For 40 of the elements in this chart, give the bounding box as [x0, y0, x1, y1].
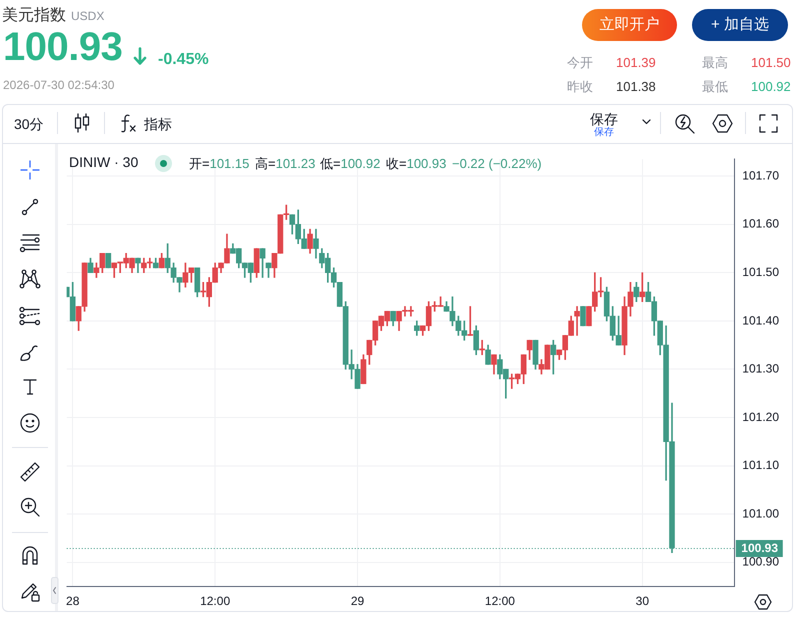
- annotation: DINIW · 30: [69, 154, 138, 171]
- y-tick-label: 101.60: [742, 216, 780, 231]
- x-tick-label: 28: [66, 594, 80, 608]
- text: 低=: [320, 156, 341, 171]
- y-tick-label: 101.10: [742, 458, 780, 472]
- candlestick: [574, 306, 580, 336]
- text: 保存: [590, 111, 618, 127]
- chart-title: 美元指数: [2, 6, 66, 26]
- text: 指标: [144, 116, 172, 133]
- y-tick-label: 101.30: [742, 362, 780, 376]
- text: 100.93: [3, 25, 122, 69]
- text: 今开: [567, 55, 593, 71]
- annotation: 100.92: [340, 156, 380, 171]
- annotation: 100.93: [406, 156, 446, 171]
- text: 收=: [386, 156, 407, 171]
- x-tick-label: 12:00: [484, 594, 516, 608]
- ref-line-label: 100.93: [741, 540, 778, 555]
- text: 30分: [14, 116, 44, 133]
- text: -0.45%: [158, 50, 209, 70]
- x-tick-label: 12:00: [200, 594, 230, 608]
- y-tick-label: 101.00: [742, 506, 780, 520]
- y-tick-label: 101.40: [742, 313, 780, 328]
- text: 100.92: [751, 79, 791, 94]
- text: 101.38: [616, 79, 656, 95]
- text: 101.39: [616, 55, 656, 71]
- annotation: −0.22 (−0.22%): [452, 156, 542, 172]
- y-tick-label: 101.50: [742, 264, 780, 279]
- text: 最低: [702, 79, 728, 95]
- annotation: 开=101.15: [189, 156, 250, 171]
- y-tick-label: 101.20: [742, 410, 780, 424]
- text: 2026-07-30 02:54:30: [3, 78, 114, 92]
- text: 昨收: [567, 79, 593, 95]
- y-tick-label: 100.90: [742, 554, 780, 569]
- text: 最高: [702, 55, 728, 71]
- annotation: 高=101.23: [255, 156, 316, 171]
- text: 保存: [594, 127, 614, 139]
- x-tick-label: 30: [636, 594, 650, 608]
- x-tick-label: 29: [350, 594, 364, 608]
- chart-subtitle: USDX: [71, 9, 104, 24]
- y-tick-label: 101.70: [742, 168, 780, 182]
